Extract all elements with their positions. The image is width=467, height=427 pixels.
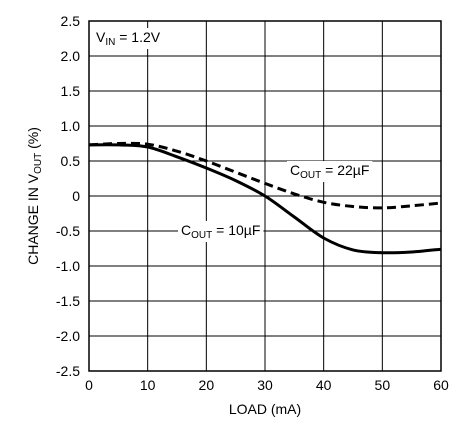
x-tick-label: 0 <box>85 377 93 393</box>
y-tick-label: 0.5 <box>61 153 81 169</box>
x-tick-label: 20 <box>199 377 215 393</box>
y-tick-label: -1.0 <box>56 258 80 274</box>
svg-text:COUT = 10µF: COUT = 10µF <box>181 222 260 241</box>
y-tick-label: 0 <box>72 188 80 204</box>
y-tick-label: 2.0 <box>61 48 81 64</box>
y-axis-label: CHANGE IN VOUT (%) <box>25 127 44 265</box>
x-axis-ticks: 0 10 20 30 40 50 60 <box>85 377 449 393</box>
x-tick-label: 30 <box>257 377 273 393</box>
y-tick-label: -1.5 <box>56 293 80 309</box>
series-layer <box>88 141 442 255</box>
series-label-10uf: COUT = 10µF <box>178 221 264 242</box>
y-tick-label: -2.5 <box>56 363 80 379</box>
y-tick-label: -2.0 <box>56 328 80 344</box>
series-line-22uf <box>88 141 442 210</box>
svg-text:COUT = 22µF: COUT = 22µF <box>290 162 369 181</box>
x-tick-label: 50 <box>375 377 391 393</box>
y-axis-ticks: 2.5 2.0 1.5 1.0 0.5 0 -0.5 -1.0 -1.5 -2.0 -2.5 <box>56 13 80 379</box>
y-tick-label: 2.5 <box>61 13 81 29</box>
series-line-10uf <box>88 143 442 255</box>
y-tick-label: 1.0 <box>61 118 81 134</box>
x-tick-label: 10 <box>140 377 156 393</box>
series-label-22uf: COUT = 22µF <box>287 161 373 182</box>
y-tick-label: 1.5 <box>61 83 81 99</box>
x-tick-label: 60 <box>433 377 449 393</box>
condition-label: VIN = 1.2V <box>96 29 161 48</box>
x-axis-label: LOAD (mA) <box>229 401 301 417</box>
condition-box: VIN = 1.2V <box>93 28 164 49</box>
x-tick-label: 40 <box>316 377 332 393</box>
y-tick-label: -0.5 <box>56 223 80 239</box>
